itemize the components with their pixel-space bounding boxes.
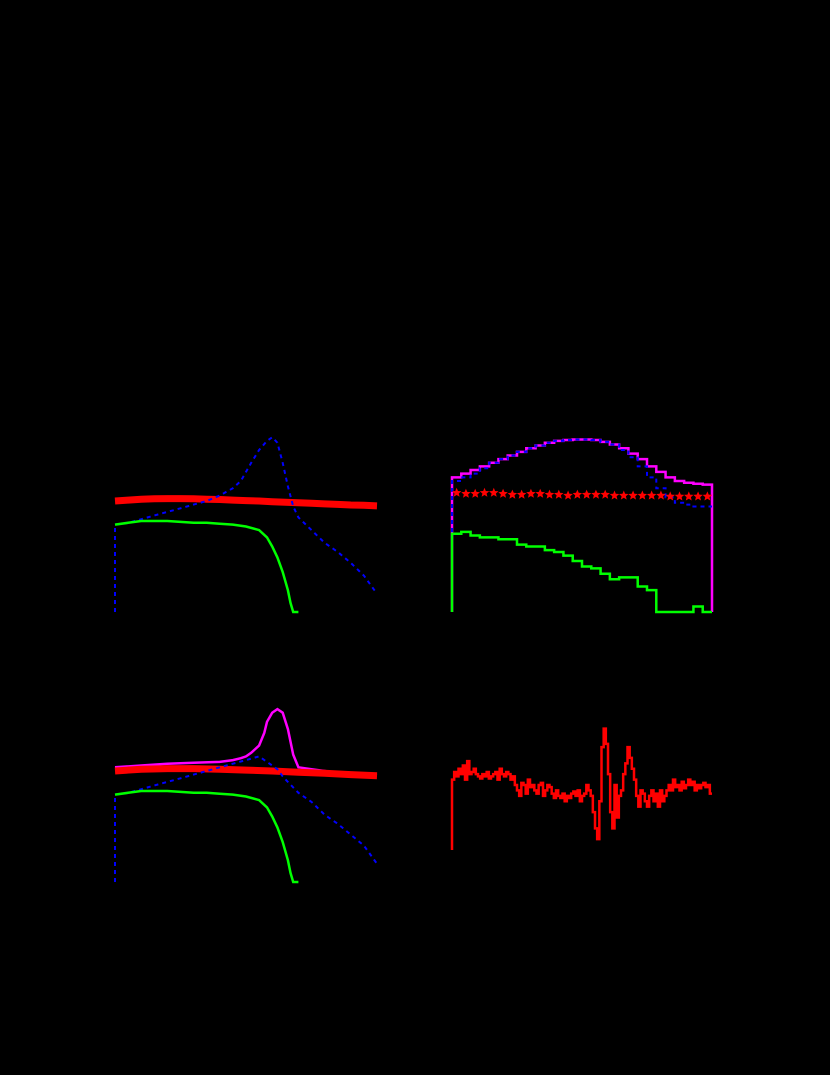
series-blue <box>114 755 378 882</box>
series-red <box>450 727 712 850</box>
series-green <box>114 519 299 614</box>
chart-bottom-left <box>114 700 378 884</box>
chart-top-right <box>450 430 714 614</box>
series-red <box>114 765 378 780</box>
series-green <box>114 789 299 884</box>
plot-area-top-left <box>114 435 378 614</box>
plot-area-bottom-left <box>114 707 378 884</box>
series-green <box>450 530 712 614</box>
series-blue <box>114 435 378 612</box>
series-magenta <box>450 438 714 612</box>
series-red <box>451 487 713 501</box>
chart-top-left <box>114 430 378 614</box>
plot-area-bottom-right <box>450 727 712 850</box>
series-red <box>114 495 378 510</box>
plot-area-top-right <box>450 438 714 614</box>
chart-bottom-right <box>450 720 712 850</box>
series-blue <box>451 438 712 612</box>
